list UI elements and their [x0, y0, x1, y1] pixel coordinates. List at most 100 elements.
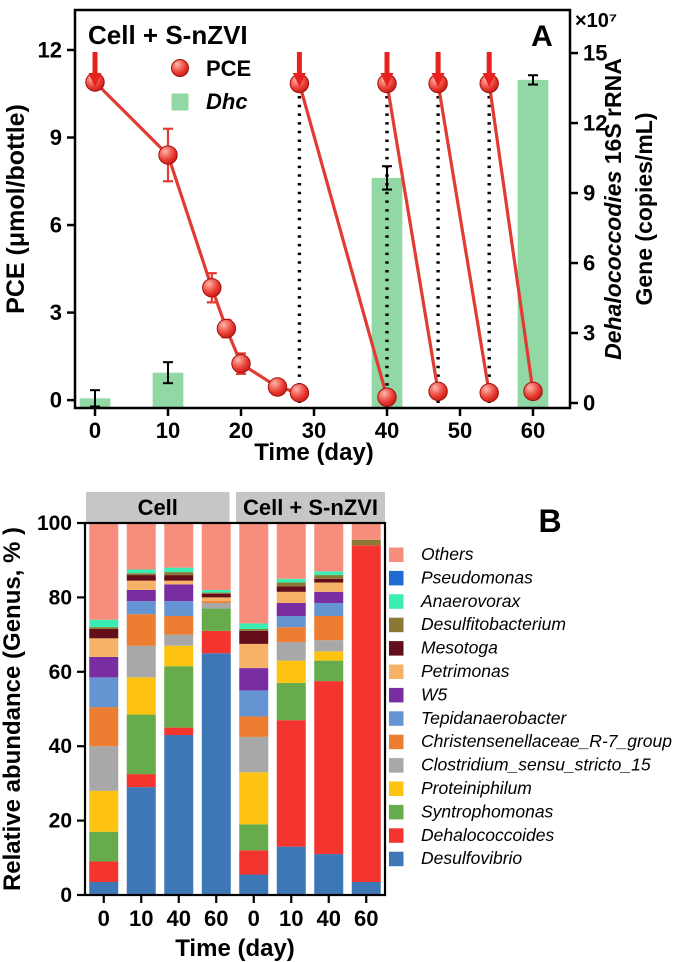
legend-label-desulfovibrio: Desulfovibrio [421, 848, 522, 868]
stack-segment-petrimonas [201, 597, 231, 602]
panel-a-x-tick: 20 [229, 418, 253, 443]
panel-a-right-ylabel-line2: Gene (copies/mL) [631, 113, 657, 306]
panel-b-x-tick: 40 [167, 906, 191, 931]
stack-segment-w5 [164, 584, 194, 602]
panel-a-right-tick: 0 [583, 391, 595, 416]
stack-segment-others [164, 523, 194, 568]
panel-a-label: A [531, 20, 553, 53]
stack-segment-syntrophomonas [164, 666, 194, 728]
stack-segment-syntrophomonas [201, 608, 231, 631]
group-header-band [86, 492, 230, 523]
legend-label-clostridium_sensu_stricto_15: Clostridium_sensu_stricto_15 [421, 755, 651, 775]
panel-a-right-tick: 6 [583, 251, 595, 276]
stack-segment-mesotoga [126, 575, 156, 581]
stack-segment-syntrophomonas [276, 682, 306, 721]
legend-label-proteiniphilum: Proteiniphilum [421, 778, 532, 798]
panel-a-xlabel: Time (day) [254, 439, 374, 466]
stack-segment-anaerovorax [239, 623, 269, 630]
legend-swatch-pseudomonas [389, 570, 404, 586]
stack-segment-w5 [89, 656, 119, 678]
stack-segment-desulfovibrio [276, 846, 306, 895]
stack-segment-christensenellaceae_r-7_group [164, 616, 194, 635]
legend-swatch-proteiniphilum [389, 781, 404, 796]
stack-segment-petrimonas [164, 580, 194, 585]
stack-segment-desulfovibrio [89, 881, 119, 895]
stack-segment-tepidanaerobacter [164, 601, 194, 616]
panel-a-x-tick: 10 [156, 418, 180, 443]
stack-segment-desulfitobacterium [201, 592, 231, 594]
legend-pce-marker [171, 59, 189, 77]
panel-b-y-tick: 60 [49, 661, 72, 684]
event-arrow-head [292, 73, 306, 87]
stack-segment-anaerovorax [126, 569, 156, 574]
stack-segment-clostridium_sensu_stricto_15 [276, 642, 306, 661]
pce-point [158, 145, 178, 165]
pce-line [93, 80, 300, 395]
stack-segment-syntrophomonas [126, 714, 156, 775]
stack-segment-desulfitobacterium [276, 582, 306, 587]
panel-a-x-tick: 30 [302, 418, 326, 443]
stack-segment-clostridium_sensu_stricto_15 [89, 746, 119, 791]
stack-segment-desulfovibrio [314, 854, 344, 895]
pce-line [297, 83, 389, 398]
stack-segment-petrimonas [89, 638, 119, 657]
panel-a-x-tick: 60 [521, 418, 545, 443]
stack-segment-tepidanaerobacter [276, 616, 306, 628]
stack-segment-christensenellaceae_r-7_group [239, 716, 269, 737]
stack-segment-desulfovibrio [126, 787, 156, 895]
stack-segment-desulfitobacterium [314, 575, 344, 579]
stack-segment-mesotoga [201, 593, 231, 598]
event-arrow-head [431, 73, 445, 87]
stack-segment-christensenellaceae_r-7_group [126, 614, 156, 646]
stack-segment-mesotoga [314, 578, 344, 583]
stack-segment-anaerovorax [201, 589, 231, 593]
panel-a-right-tick: 3 [583, 321, 595, 346]
panel-b-y-tick: 40 [49, 735, 72, 758]
pce-point [428, 381, 448, 402]
panel-b-frame [83, 521, 387, 897]
legend-label-anaerovorax: Anaerovorax [420, 591, 521, 611]
group-header-label: Cell + S-nZVI [243, 495, 378, 520]
legend-pce-label: PCE [206, 56, 251, 81]
stack-segment-desulfitobacterium [239, 629, 269, 631]
stack-segment-desulfovibrio [201, 653, 231, 895]
stack-segment-desulfovibrio [351, 881, 381, 895]
stack-segment-dehalococcoides [314, 681, 344, 855]
legend-swatch-petrimonas [389, 664, 404, 679]
stack-segment-clostridium_sensu_stricto_15 [126, 645, 156, 678]
stack-segment-tepidanaerobacter [314, 602, 344, 616]
event-arrow-head [88, 73, 102, 87]
panel-b-x-tick: 0 [248, 906, 260, 931]
stack-segment-dehalococcoides [201, 630, 231, 654]
legend-swatch-desulfitobacterium [389, 617, 404, 633]
legend-swatch-dehalococcoides [389, 828, 404, 843]
stack-segment-petrimonas [276, 591, 306, 603]
panel-a-left-tick: 3 [50, 300, 62, 325]
stack-segment-syntrophomonas [314, 660, 344, 682]
stack-segment-proteiniphilum [314, 651, 344, 661]
stack-segment-clostridium_sensu_stricto_15 [201, 602, 231, 609]
stack-segment-petrimonas [126, 580, 156, 590]
right-axis-scale: ×10⁷ [575, 10, 617, 32]
stack-segment-mesotoga [276, 586, 306, 592]
legend-label-desulfitobacterium: Desulfitobacterium [421, 614, 566, 634]
panel-a-left-ylabel: PCE (μmol/bottle) [2, 104, 30, 314]
legend-swatch-anaerovorax [389, 594, 404, 609]
panel-b-chart: Cell Cell + S-nZVI 0 20 40 60 80 100 0 10 40 60 0 10 4… [0, 492, 672, 962]
stack-segment-w5 [276, 602, 306, 616]
stack-segment-desulfitobacterium [164, 572, 194, 576]
panel-a-x-tick: 40 [375, 418, 399, 443]
panel-b-x-tick: 60 [354, 906, 378, 931]
pce-point [202, 278, 222, 298]
stack-segment-proteiniphilum [239, 772, 269, 825]
stack-segment-others [276, 523, 306, 579]
stack-segment-others [239, 523, 269, 624]
panel-b-y-tick: 80 [49, 586, 72, 609]
stack-segment-mesotoga [89, 629, 119, 639]
stack-segment-tepidanaerobacter [126, 601, 156, 615]
stack-segment-mesotoga [164, 575, 194, 581]
panel-b-x-tick: 10 [279, 906, 303, 931]
stack-segment-w5 [314, 591, 344, 603]
legend-swatch-tepidanaerobacter [389, 711, 404, 726]
